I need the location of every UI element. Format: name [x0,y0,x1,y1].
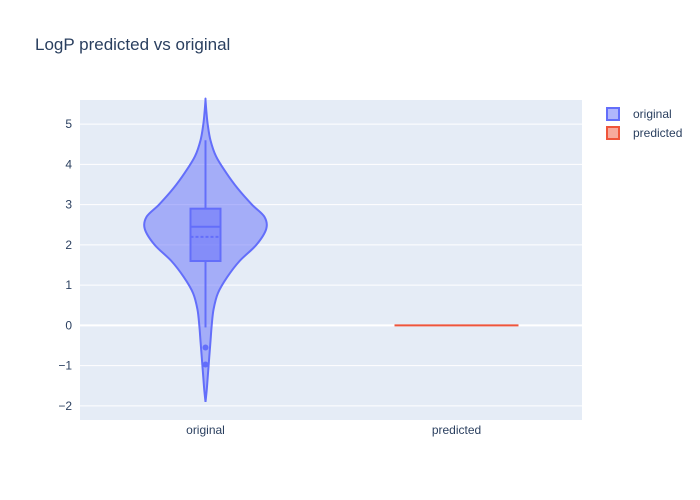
legend: original predicted [606,107,682,140]
legend-label: predicted [633,126,682,140]
outlier-point [202,344,209,351]
y-tick-label: 0 [65,318,72,332]
x-tick-label: predicted [432,423,481,437]
y-tick-label: 4 [65,157,72,171]
legend-swatch [606,107,620,121]
y-tick-label: 5 [65,117,72,131]
legend-item-original[interactable]: original [606,107,672,121]
box-iqr [189,207,222,263]
violin-traces [143,97,519,402]
y-tick-label: 1 [65,278,72,292]
violin-original [143,97,268,402]
plot-background [80,100,582,420]
legend-swatch [606,126,620,140]
y-tick-label: 2 [65,238,72,252]
legend-item-predicted[interactable]: predicted [606,126,682,140]
x-axis: original predicted [186,423,481,437]
y-tick-label: −2 [58,399,72,413]
y-tick-label: −1 [58,359,72,373]
x-tick-label: original [186,423,225,437]
y-tick-label: 3 [65,198,72,212]
chart-title: LogP predicted vs original [35,35,230,54]
y-axis: −2 −1 0 1 2 3 4 5 [58,117,72,413]
outlier-point [202,361,209,368]
legend-label: original [633,107,672,121]
